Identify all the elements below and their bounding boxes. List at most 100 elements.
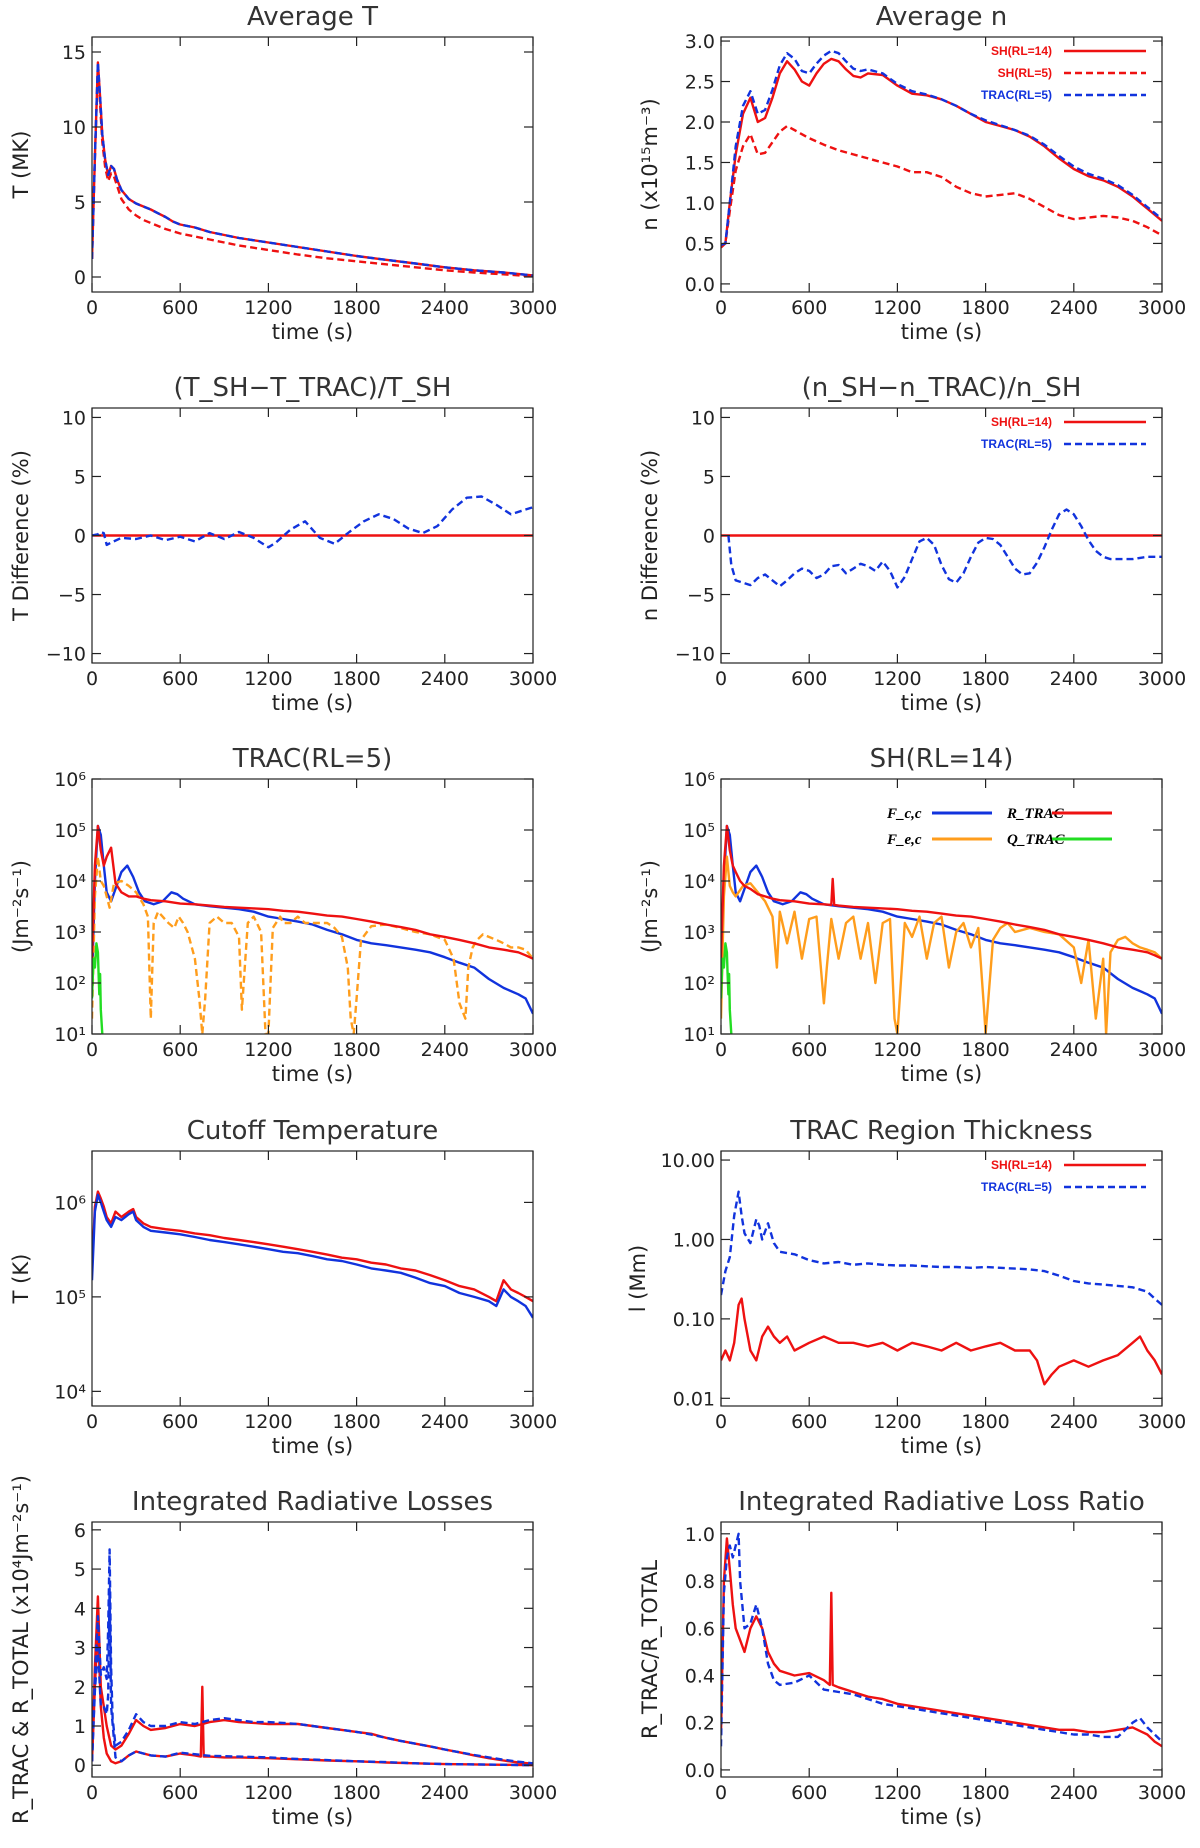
legend-label: SH(RL=14) — [991, 1158, 1052, 1172]
series-line-q-trac — [92, 942, 104, 1034]
legend-label: F_c,c — [886, 806, 922, 822]
x-tick-label: 3000 — [509, 1039, 557, 1061]
y-tick-label: 10¹ — [54, 1024, 86, 1046]
plot-frame — [91, 1521, 534, 1778]
y-tick-label: 0.01 — [673, 1388, 715, 1410]
legend-label: TRAC(RL=5) — [981, 88, 1052, 102]
x-tick-label: 0 — [86, 1039, 98, 1061]
x-tick-label: 3000 — [1138, 668, 1186, 690]
y-tick-label: 4 — [74, 1598, 86, 1620]
y-tick-label: −10 — [675, 644, 715, 666]
y-tick-label: 1.0 — [685, 193, 715, 215]
y-tick-label: 2.0 — [685, 112, 715, 134]
legend-label: F_e,c — [886, 832, 922, 848]
series-line-f-e-c — [721, 855, 1162, 1034]
y-tick-label: 10⁴ — [54, 1381, 86, 1403]
x-axis-label: time (s) — [901, 1062, 982, 1086]
series-line-r-trac — [721, 824, 1162, 960]
y-tick-label: 10³ — [54, 922, 86, 944]
x-tick-label: 1200 — [244, 1039, 292, 1061]
legend-label: SH(RL=14) — [991, 415, 1052, 429]
x-tick-label: 600 — [791, 1039, 827, 1061]
series-line-sh-rl-14-r-trac — [92, 1622, 533, 1767]
series-line-sh-rl-14 — [721, 57, 1162, 247]
x-tick-label: 0 — [715, 297, 727, 319]
y-tick-label: 5 — [74, 466, 86, 488]
x-axis-label: time (s) — [272, 1062, 353, 1086]
legend-label: TRAC(RL=5) — [981, 437, 1052, 451]
y-tick-label: 0 — [74, 526, 86, 548]
legend-label: TRAC(RL=5) — [981, 1180, 1052, 1194]
series-line-f-e-c — [92, 855, 533, 1034]
series-line-q-trac — [721, 942, 733, 1034]
legend: SH(RL=14) SH(RL=5) TRAC(RL=5) — [981, 44, 1146, 102]
y-tick-label: 10⁴ — [54, 871, 86, 893]
x-tick-label: 600 — [791, 668, 827, 690]
series-group — [92, 824, 533, 1034]
x-tick-label: 1200 — [873, 1411, 921, 1433]
plot-frame — [720, 36, 1163, 293]
x-tick-label: 3000 — [1138, 297, 1186, 319]
y-axis-label: T Difference (%) — [9, 450, 33, 622]
chart-panel-average-n: Average n 0 600 1200 1800 2400 3000 0.0 0.5 1.0 1.… — [638, 2, 1186, 344]
y-axis-label: (Jm⁻²s⁻¹) — [9, 860, 33, 953]
series-line-trac-rl-5 — [721, 1532, 1162, 1747]
x-tick-label: 1200 — [244, 1782, 292, 1804]
chart-title: Average n — [876, 2, 1008, 32]
plot-frame — [91, 778, 534, 1035]
x-tick-label: 600 — [162, 668, 198, 690]
x-tick-label: 3000 — [1138, 1782, 1186, 1804]
x-tick-label: 600 — [162, 297, 198, 319]
x-tick-label: 1800 — [332, 1782, 380, 1804]
x-tick-label: 1200 — [873, 297, 921, 319]
x-axis-label: time (s) — [272, 320, 353, 344]
x-tick-label: 1200 — [244, 668, 292, 690]
x-tick-label: 1200 — [244, 1411, 292, 1433]
y-tick-label: 3 — [74, 1638, 86, 1660]
chart-title: TRAC Region Thickness — [789, 1116, 1092, 1146]
plot-frame — [720, 778, 1163, 1035]
y-axis-label: l (Mm) — [626, 1245, 650, 1312]
x-tick-label: 0 — [715, 1782, 727, 1804]
y-tick-label: 10¹ — [683, 1024, 715, 1046]
chart-title: SH(RL=14) — [870, 744, 1014, 774]
series-line-sh-rl-14 — [721, 1297, 1162, 1386]
series-group — [92, 61, 533, 278]
x-tick-label: 0 — [86, 1782, 98, 1804]
x-tick-label: 0 — [86, 297, 98, 319]
x-tick-label: 2400 — [1050, 1782, 1098, 1804]
chart-panel-n-sh-n-trac-n-sh: (n_SH−n_TRAC)/n_SH 0 600 1200 1800 2400 3000 −1… — [638, 373, 1186, 715]
x-tick-label: 600 — [791, 1782, 827, 1804]
x-tick-label: 0 — [715, 1039, 727, 1061]
x-tick-label: 1200 — [244, 297, 292, 319]
x-tick-label: 2400 — [421, 297, 469, 319]
y-tick-label: 0.8 — [685, 1571, 715, 1593]
series-group — [92, 1548, 533, 1767]
y-tick-label: 0 — [74, 267, 86, 289]
series-group — [92, 495, 533, 549]
series-line-trac-rl-5 — [721, 49, 1162, 247]
series-line-sh-rl-14 — [92, 1190, 533, 1303]
y-tick-label: 2 — [74, 1677, 86, 1699]
chart-panel-t-sh-t-trac-t-sh: (T_SH−T_TRAC)/T_SH 0 600 1200 1800 2400 3000 −1… — [9, 373, 557, 715]
x-tick-label: 1800 — [332, 668, 380, 690]
y-tick-label: 5 — [74, 1559, 86, 1581]
chart-title: Integrated Radiative Loss Ratio — [738, 1487, 1145, 1517]
y-tick-label: 10³ — [683, 922, 715, 944]
y-tick-label: 10⁵ — [683, 820, 715, 842]
x-tick-label: 2400 — [421, 668, 469, 690]
x-tick-label: 600 — [791, 1411, 827, 1433]
series-line-sh-rl-5 — [721, 124, 1162, 249]
legend: SH(RL=14) TRAC(RL=5) — [981, 1158, 1146, 1194]
x-tick-label: 3000 — [1138, 1039, 1186, 1061]
x-tick-label: 1800 — [332, 1411, 380, 1433]
series-group — [721, 1532, 1162, 1748]
x-tick-label: 600 — [791, 297, 827, 319]
chart-title: TRAC(RL=5) — [232, 744, 393, 774]
y-axis-label: T (K) — [9, 1254, 33, 1305]
series-line-sh-rl-5 — [92, 65, 533, 278]
y-tick-label: 10⁶ — [54, 769, 86, 791]
legend-label: SH(RL=14) — [991, 44, 1052, 58]
legend-label: SH(RL=5) — [998, 66, 1052, 80]
